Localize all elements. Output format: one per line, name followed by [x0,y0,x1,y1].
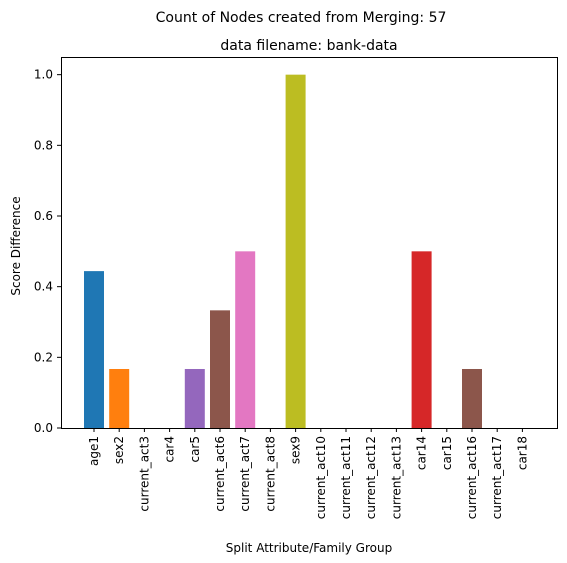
x-tick-label: age1 [87,436,101,466]
x-tick-label: current_act3 [137,436,151,512]
bar-car5 [185,369,205,428]
x-tick-label: current_act10 [314,436,328,519]
x-tick-label: car15 [440,436,454,470]
x-tick-label: sex9 [289,436,303,464]
y-tick-label: 0.6 [34,209,53,223]
bar-current_act7 [235,251,255,428]
bar-current_act6 [210,310,230,428]
x-tick-label: sex2 [112,436,126,464]
x-tick-label: car18 [515,436,529,470]
y-tick-label: 0.8 [34,138,53,152]
x-tick-label: car4 [163,436,177,463]
y-axis-ticks: 0.0 0.2 0.4 0.6 0.8 1.0 [34,68,61,435]
x-tick-label: current_act16 [465,436,479,519]
chart-title: data filename: bank-data [220,38,397,54]
y-tick-label: 0.2 [34,350,53,364]
figure-suptitle: Count of Nodes created from Merging: 57 [156,10,447,26]
y-tick-label: 1.0 [34,68,53,82]
x-tick-label: current_act7 [238,436,252,512]
x-axis-title: Split Attribute/Family Group [226,541,392,555]
x-tick-label: current_act11 [339,436,353,519]
bar-sex2 [109,369,129,428]
bar-age1 [84,271,104,428]
plot-frame [62,58,558,429]
x-axis-ticks: age1 sex2 current_act3 car4 car5 current_act6… [87,428,529,519]
y-axis-title: Score Difference [9,196,23,295]
y-tick-label: 0.0 [34,421,53,435]
x-tick-label: current_act8 [263,436,277,512]
bar-sex9 [286,75,306,428]
y-tick-label: 0.4 [34,280,53,294]
x-tick-label: current_act6 [213,436,227,512]
x-tick-label: car5 [188,436,202,463]
x-tick-label: current_act12 [364,436,378,519]
bars-group [84,75,482,428]
x-tick-label: current_act17 [490,436,504,519]
x-tick-label: car14 [415,436,429,470]
bar-current_act16 [462,369,482,428]
bar-car14 [412,251,432,428]
x-tick-label: current_act13 [389,436,403,519]
